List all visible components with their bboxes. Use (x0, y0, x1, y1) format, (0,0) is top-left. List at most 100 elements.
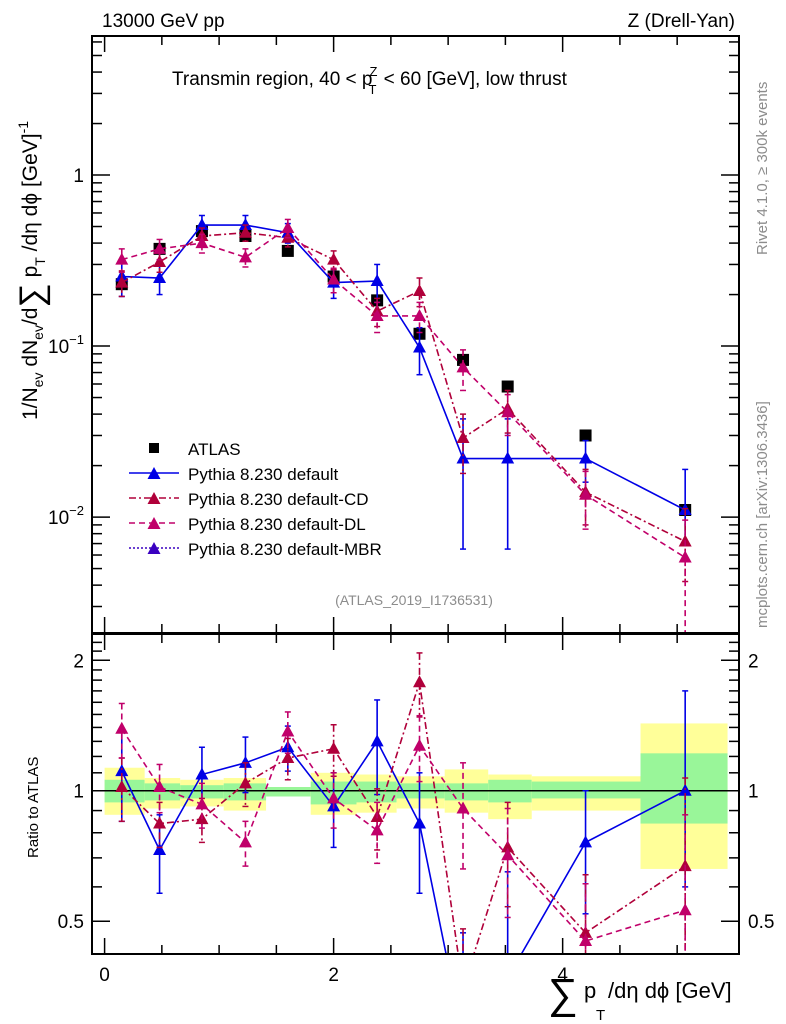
ratio-pythia-8-230-default-dl-marker (327, 791, 341, 804)
pythia-8-230-default-dl-marker (678, 550, 692, 563)
svg-text:1/Nev dNev/d∑ pT /dη dϕ [GeV]: 1/Nev dNev/d∑ pT /dη dϕ [GeV]-1 (13, 121, 51, 420)
ylabel-part3: /d (19, 308, 42, 326)
pythia-8-230-default-dl-marker (456, 360, 470, 373)
ratio-y-tick-label: 1 (73, 782, 84, 803)
pythia-8-230-default-cd-marker (238, 225, 252, 238)
legend: ATLAS Pythia 8.230 default Pythia 8.230 de… (129, 440, 382, 559)
legend-label: Pythia 8.230 default (188, 465, 339, 484)
legend-item: Pythia 8.230 default-MBR (129, 540, 382, 559)
legend-item: Pythia 8.230 default (129, 465, 339, 484)
legend-label: Pythia 8.230 default-MBR (188, 540, 382, 559)
ratio-pythia-8-230-default-dl-marker (153, 780, 167, 793)
ratio-ylabel: Ratio to ATLAS (25, 757, 42, 858)
main-series-layer (115, 214, 692, 633)
ratio-pythia-8-230-default-marker (501, 971, 514, 983)
ratio-pythia-8-230-default-dl-marker (678, 903, 692, 916)
ratio-pythia-8-230-default-cd-line (121, 681, 686, 954)
header-left: 13000 GeV pp (102, 11, 225, 32)
analysis-annotation: (ATLAS_2019_I1736531) (335, 592, 493, 608)
plot-title: Transmin region, 40 < pZ T < 60 [GeV], lo… (172, 64, 568, 97)
pythia-8-230-default-dl-marker (501, 405, 515, 418)
ylabel-sup: -1 (15, 121, 31, 134)
ratio-pythia-8-230-default-dl-marker (195, 797, 209, 810)
ratio-y-tick-label-right: 1 (748, 782, 759, 803)
pythia-8-230-default-dl-marker (370, 308, 384, 321)
ylabel-sub1: ev (30, 373, 46, 388)
ylabel-sub2: ev (30, 325, 46, 340)
pythia-8-230-default-dl-line (121, 226, 686, 559)
ratio-pythia-8-230-default-dl-marker (281, 724, 295, 737)
ratio-pythia-8-230-default-dl-marker (413, 738, 427, 751)
legend-label: Pythia 8.230 default-CD (188, 490, 369, 509)
xlabel-sub: T (596, 1007, 605, 1024)
pythia-8-230-default-dl-marker (327, 272, 341, 285)
ratio-pythia-8-230-default-cd-marker (153, 816, 167, 829)
xlabel-sum: ∑ (548, 970, 578, 1017)
ratio-pythia-8-230-default-marker (370, 734, 384, 747)
x-tick-label: 0 (99, 965, 110, 986)
xlabel-part1: p (584, 978, 596, 1003)
legend-label: ATLAS (188, 440, 241, 459)
ratio-pythia-8-230-default-cd-marker (327, 741, 341, 754)
ratio-pythia-8-230-default-marker (195, 767, 209, 780)
legend-marker-triangle (147, 517, 161, 529)
ratio-pythia-8-230-default-dl-marker (115, 721, 129, 734)
plot-title-sub: T (368, 82, 376, 97)
rivet-label: Rivet 4.1.0, ≥ 300k events (754, 82, 771, 255)
pythia-8-230-default-dl-marker (238, 250, 252, 263)
pythia-8-230-default-marker (238, 218, 252, 231)
pythia-8-230-default-marker (413, 340, 427, 353)
main-axes: 10−210−11 (48, 35, 740, 634)
ratio-pythia-8-230-default-cd-marker (579, 925, 593, 938)
mcplots-label: mcplots.cern.ch [arXiv:1306.3436] (754, 401, 771, 628)
legend-item: Pythia 8.230 default-DL (129, 515, 366, 534)
plot-title-part2: < 60 [GeV], low thrust (378, 69, 567, 90)
x-tick-label: 2 (328, 965, 339, 986)
x-axis-label: ∑ p T /dη dϕ [GeV] (548, 970, 732, 1024)
y-tick-base: 10 (48, 508, 69, 529)
ratio-pythia-8-230-default-cd-marker (457, 981, 470, 993)
pythia-8-230-default-marker (370, 274, 384, 287)
ylabel-part2: dN (19, 340, 42, 373)
legend-marker-triangle (147, 492, 161, 504)
ratio-y-tick-label-right: 0.5 (748, 912, 774, 933)
ratio-pythia-8-230-default-cd-marker (238, 776, 252, 789)
atlas-marker (579, 429, 592, 442)
ratio-pythia-8-230-default-marker (579, 835, 593, 848)
pythia-8-230-default-dl-marker (413, 308, 427, 321)
xlabel-part2: /dη dϕ [GeV] (608, 978, 732, 1003)
header-right: Z (Drell-Yan) (628, 11, 735, 32)
pythia-8-230-default-dl-marker (115, 252, 129, 265)
ratio-y-tick-label: 0.5 (58, 912, 84, 933)
ylabel-part4: p (19, 266, 42, 284)
pythia-8-230-default-cd-marker (327, 252, 341, 265)
legend-item: ATLAS (149, 440, 241, 459)
ylabel-part5: /dη dϕ [GeV] (19, 133, 42, 257)
pythia-8-230-default-marker (579, 451, 593, 464)
pythia-8-230-default-marker (456, 451, 470, 464)
ratio-series-layer (115, 652, 692, 993)
ratio-pythia-8-230-default-cd-marker (115, 780, 129, 793)
pythia-8-230-default-cd-marker (413, 283, 427, 296)
ratio-pythia-8-230-default-marker (115, 764, 129, 777)
plot-title-sup: Z (369, 64, 377, 79)
ratio-pythia-8-230-default-dl-marker (238, 835, 252, 848)
y-tick-exp: −1 (69, 332, 84, 347)
atlas-marker (281, 244, 294, 257)
ratio-axes: 0 2 4 0.5 0.5 1 1 2 2 (58, 633, 774, 986)
pythia-8-230-default-marker (195, 218, 209, 231)
y-tick-base: 10 (48, 337, 69, 358)
ylabel-part1: 1/N (19, 387, 42, 420)
atlas-marker (501, 380, 514, 393)
legend-marker-triangle (147, 542, 161, 554)
pythia-8-230-default-dl-marker (281, 221, 295, 234)
ylabel-sum: ∑ (13, 283, 51, 307)
y-axis-label: 1/Nev dNev/d∑ pT /dη dϕ [GeV]-1 (13, 121, 51, 420)
legend-item: Pythia 8.230 default-CD (129, 490, 369, 509)
ratio-pythia-8-230-default-dl-marker (501, 848, 515, 861)
pythia-8-230-default-dl-marker (153, 241, 167, 254)
legend-marker-square (149, 443, 159, 453)
y-tick-label: 10−2 (48, 503, 84, 529)
ylabel-sub3: T (32, 257, 48, 266)
